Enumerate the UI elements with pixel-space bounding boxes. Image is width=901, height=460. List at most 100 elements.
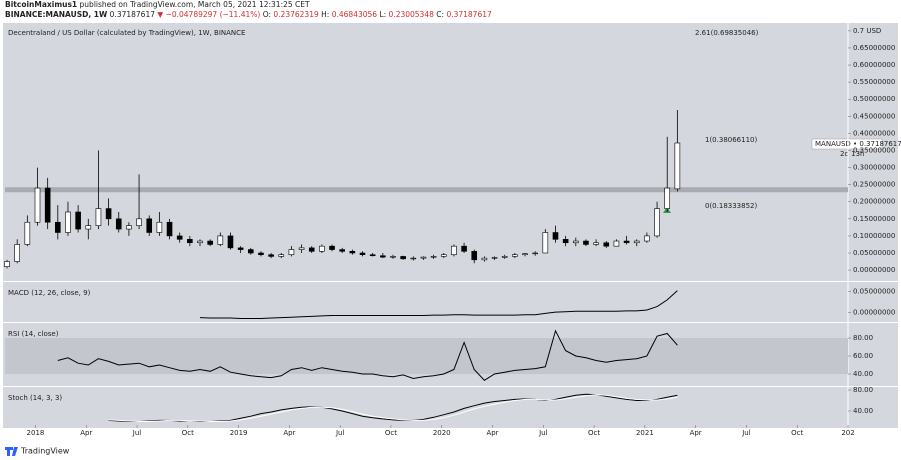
- x-tick-label: Oct: [588, 429, 600, 437]
- candle-body: [115, 218, 122, 230]
- candle-body: [420, 256, 427, 259]
- candle-body: [390, 256, 396, 258]
- candle-body: [623, 240, 630, 244]
- last: 0.37187617: [110, 10, 156, 19]
- y-tick-label: 40.00: [853, 407, 873, 415]
- author[interactable]: BitcoinMaximus1: [5, 0, 77, 9]
- candle-body: [654, 208, 660, 237]
- candle-body: [166, 221, 173, 237]
- candle-body: [349, 250, 356, 254]
- candle-body: [44, 187, 51, 223]
- y-tick-label: 0.10000000: [853, 232, 895, 240]
- countdown: 2d 13h: [840, 150, 864, 158]
- x-tick-label: Apr: [486, 429, 498, 437]
- candle-body: [298, 247, 305, 250]
- candle-body: [380, 255, 386, 258]
- price-label: MANAUSD • 0.37187617: [815, 140, 901, 148]
- panel-title: RSI (14, close): [8, 330, 59, 338]
- candle-body: [65, 211, 71, 233]
- candle-body: [410, 257, 417, 260]
- candle-body: [603, 242, 610, 247]
- candle-body: [75, 211, 81, 230]
- x-tick-label: 2021: [636, 429, 654, 437]
- candle-body: [319, 245, 325, 252]
- symbol: BINANCE:MANAUSD, 1W: [5, 10, 108, 19]
- candle-body: [633, 240, 640, 244]
- candle-body: [55, 221, 61, 233]
- rsi-band: [5, 338, 848, 375]
- candle-body: [95, 208, 102, 226]
- indicator-line: [108, 394, 678, 422]
- x-tick-label: Jul: [132, 429, 142, 437]
- logo: [5, 447, 18, 456]
- candle-body: [227, 235, 234, 249]
- y-tick-label: 40.00: [853, 370, 873, 378]
- indicator-line: [57, 329, 678, 381]
- candle-body: [369, 254, 376, 257]
- candle-body: [24, 221, 31, 245]
- panel-title: MACD (12, 26, close, 9): [8, 289, 91, 297]
- y-tick-label: 0.50000000: [853, 95, 895, 103]
- y-tick-label: 0.20000000: [853, 198, 895, 206]
- y-tick-label: 0.7 USD: [853, 27, 881, 35]
- y-tick-label: 0.00000000: [853, 309, 895, 317]
- candle-body: [278, 254, 285, 257]
- change-arrow: ▼: [157, 10, 163, 19]
- x-tick-label: 2018: [27, 429, 45, 437]
- candle-body: [176, 235, 183, 240]
- candle-body: [217, 235, 224, 245]
- candle-body: [14, 244, 20, 262]
- x-tick-label: 2020: [433, 429, 451, 437]
- fib-label: 1(0.38066110): [705, 136, 757, 144]
- candle-body: [187, 239, 193, 244]
- candle-body: [34, 187, 41, 223]
- x-tick-label: Jul: [741, 429, 751, 437]
- candle-body: [501, 256, 508, 258]
- candle-body: [197, 240, 203, 244]
- y-tick-label: 0.05000000: [853, 287, 895, 295]
- y-tick-label: 0.30000000: [853, 164, 895, 172]
- header-line-1: BitcoinMaximus1 published on TradingView…: [5, 0, 310, 9]
- candle-body: [562, 239, 569, 244]
- candle-body: [573, 240, 579, 244]
- published: published on TradingView.com, March 05, …: [80, 0, 310, 9]
- y-tick-label: 60.00: [853, 352, 873, 360]
- y-tick-label: 80.00: [853, 334, 873, 342]
- candle-body: [451, 245, 457, 256]
- y-tick-label: 80.00: [853, 386, 873, 394]
- x-tick-label: Jul: [538, 429, 548, 437]
- y-tick-label: 0.00000000: [853, 266, 895, 274]
- x-tick-label: Apr: [690, 429, 702, 437]
- candle-body: [613, 240, 620, 247]
- brand: TradingView: [20, 447, 70, 456]
- candle-body: [258, 252, 264, 256]
- candle-body: [4, 261, 10, 267]
- candle-body: [207, 240, 213, 245]
- candle-body: [583, 240, 589, 245]
- candle-body: [400, 256, 406, 260]
- x-tick-label: Apr: [80, 429, 92, 437]
- x-tick-label: Oct: [385, 429, 397, 437]
- price-label-symbol: MANAUSD: [815, 140, 851, 148]
- high: 0.46843056: [332, 10, 378, 19]
- y-tick-label: 0.35000000: [853, 146, 895, 154]
- candle-body: [532, 252, 538, 255]
- x-tick-label: Oct: [791, 429, 803, 437]
- y-tick-label: 0.45000000: [853, 112, 895, 120]
- header-line-2: BINANCE:MANAUSD, 1W 0.37187617 ▼ −0.0478…: [5, 10, 492, 19]
- candle-body: [512, 254, 518, 257]
- candle-body: [522, 253, 528, 256]
- candle-body: [471, 250, 478, 261]
- candle-body: [593, 242, 599, 245]
- candle-body: [481, 257, 488, 261]
- candle-body: [359, 252, 366, 256]
- candle-body: [146, 218, 153, 233]
- close: 0.37187617: [446, 10, 492, 19]
- h-label: H:: [321, 10, 329, 19]
- candle-body: [247, 249, 254, 254]
- candle-body: [237, 247, 244, 250]
- y-tick-label: 0.40000000: [853, 129, 895, 137]
- y-tick-label: 0.25000000: [853, 181, 895, 189]
- y-tick-label: 0.65000000: [853, 44, 895, 52]
